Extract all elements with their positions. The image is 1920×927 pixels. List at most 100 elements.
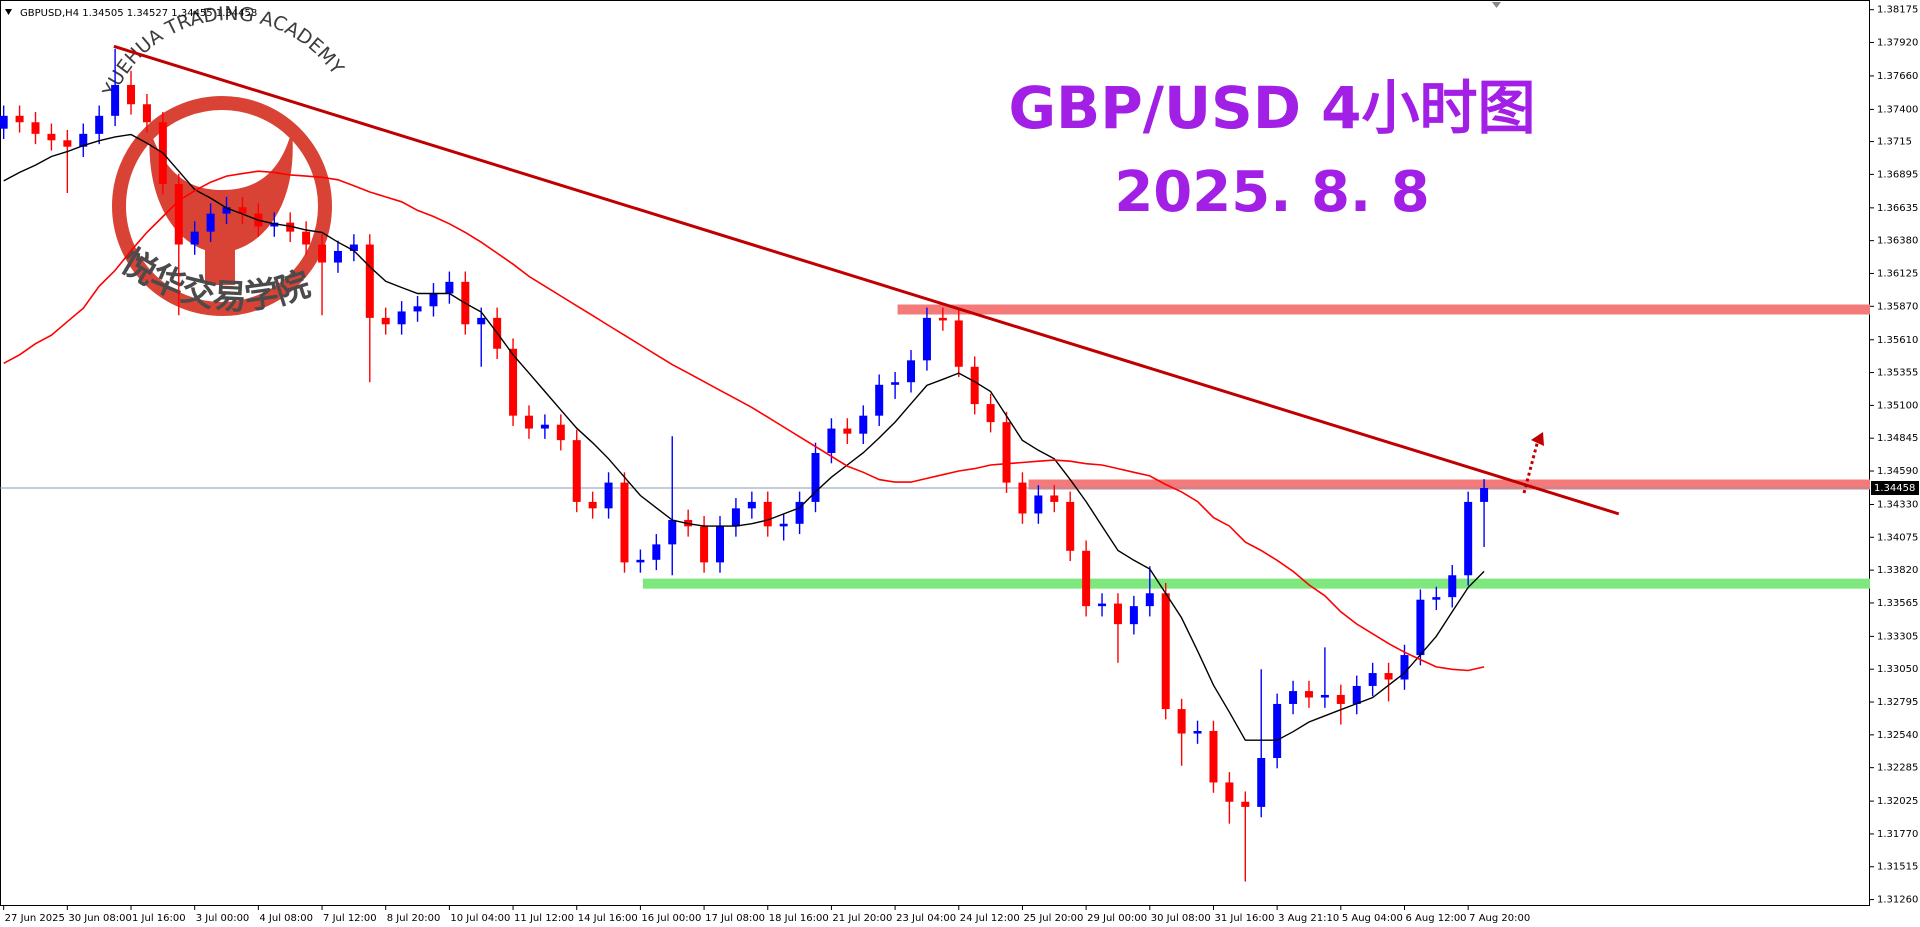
candle-body	[938, 317, 947, 321]
x-tick-label: 21 Jul 20:00	[832, 913, 892, 924]
candle-body	[1113, 603, 1122, 625]
candle-body	[1304, 691, 1313, 698]
y-tick-label: 1.34590	[1877, 466, 1918, 477]
candle-body	[1289, 691, 1298, 704]
candle-body	[588, 501, 597, 509]
trendline	[113, 44, 1620, 516]
candle-body	[174, 184, 183, 245]
candle-body	[1320, 694, 1329, 698]
candle-body	[1352, 685, 1361, 704]
x-tick-label: 24 Jul 12:00	[960, 913, 1020, 924]
x-tick-label: 3 Jul 00:00	[196, 913, 250, 924]
y-tick-label: 1.36895	[1877, 169, 1918, 180]
candle-body	[1034, 495, 1043, 514]
y-tick-label: 1.36635	[1877, 203, 1918, 214]
candle-body	[827, 428, 836, 453]
candle-body	[620, 482, 629, 563]
candle-body	[986, 404, 995, 423]
candle-body	[95, 115, 104, 134]
x-tick-label: 5 Aug 04:00	[1342, 913, 1403, 924]
zones	[642, 304, 1870, 589]
candle-body	[0, 115, 8, 129]
candle-body	[779, 523, 788, 527]
x-tick-label: 29 Jul 00:00	[1087, 913, 1147, 924]
y-tick-label: 1.34845	[1877, 433, 1918, 444]
arrow-head	[1531, 432, 1544, 446]
candle-body	[190, 231, 199, 245]
candle-body	[349, 244, 358, 251]
candle-body	[907, 360, 916, 383]
logo-ring	[112, 96, 332, 316]
y-tick-label: 1.31515	[1877, 862, 1918, 873]
candle-body	[1098, 603, 1107, 607]
candle-body	[302, 231, 311, 245]
candle-body	[652, 544, 661, 560]
candle-body	[556, 424, 565, 441]
price-zone	[1028, 479, 1870, 490]
candle-body	[954, 320, 963, 367]
x-tick-label: 14 Jul 16:00	[578, 913, 638, 924]
candle-body	[1129, 606, 1138, 625]
candle-body	[891, 382, 900, 385]
y-tick-label: 1.32540	[1877, 730, 1918, 741]
y-tick-label: 1.32285	[1877, 763, 1918, 774]
candle-body	[318, 244, 327, 263]
candle-body	[1082, 550, 1091, 607]
candle-body	[15, 115, 24, 123]
chart-subtitle: 2025. 8. 8	[1114, 160, 1429, 225]
moving-average	[3, 170, 1485, 672]
candle-body	[429, 293, 438, 307]
candle-body	[1368, 673, 1377, 686]
y-tick-label: 1.33820	[1877, 565, 1918, 576]
y-tick-label: 1.37400	[1877, 104, 1918, 115]
candle-body	[1448, 575, 1457, 598]
candle-body	[1416, 599, 1425, 656]
candle-body	[524, 415, 533, 429]
candle-body	[47, 133, 56, 141]
candle-body	[572, 440, 581, 502]
candle-body	[636, 559, 645, 563]
candle-body	[1145, 593, 1154, 607]
y-tick-label: 1.36380	[1877, 236, 1918, 247]
candle-body	[142, 104, 151, 123]
x-tick-label: 7 Jul 12:00	[323, 913, 377, 924]
plot-frame	[0, 0, 1870, 906]
y-tick-label: 1.38175	[1877, 5, 1918, 16]
x-tick-label: 1 Jul 16:00	[132, 913, 186, 924]
symbol-header: GBPUSD,H4 1.34505 1.34527 1.34455 1.3445…	[20, 8, 257, 19]
y-tick-label: 1.35870	[1877, 301, 1918, 312]
candle-body	[1066, 501, 1075, 551]
candle-body	[206, 213, 215, 232]
candle-body	[413, 306, 422, 312]
candle-body	[270, 222, 279, 227]
candle-body	[1464, 501, 1473, 576]
candle-body	[63, 140, 72, 147]
y-tick-label: 1.31770	[1877, 829, 1918, 840]
logo-stroke	[172, 143, 271, 179]
candle-body	[716, 526, 724, 563]
price-zone	[897, 304, 1870, 315]
candle-body	[1273, 703, 1282, 759]
x-tick-label: 18 Jul 16:00	[769, 913, 829, 924]
candle-body	[365, 244, 374, 318]
x-tick-label: 3 Aug 21:10	[1278, 913, 1339, 924]
last-price-label: 1.34458	[1874, 483, 1915, 494]
candle-body	[747, 501, 756, 509]
candle-body	[1432, 597, 1441, 600]
candle-body	[1480, 488, 1489, 502]
candle-body	[540, 424, 549, 429]
candle-body	[1209, 730, 1218, 783]
moving-average	[3, 133, 1485, 741]
candle-body	[668, 519, 677, 545]
candle-body	[604, 482, 613, 509]
candle-body	[1050, 495, 1059, 502]
candle-body	[381, 317, 390, 325]
y-tick-label: 1.32795	[1877, 697, 1918, 708]
candle-body	[1177, 709, 1186, 734]
price-zone	[642, 578, 1870, 589]
x-tick-label: 10 Jul 04:00	[450, 913, 510, 924]
y-tick-label: 1.33050	[1877, 664, 1918, 675]
last-price-box	[1871, 481, 1919, 496]
candle-body	[79, 133, 88, 147]
